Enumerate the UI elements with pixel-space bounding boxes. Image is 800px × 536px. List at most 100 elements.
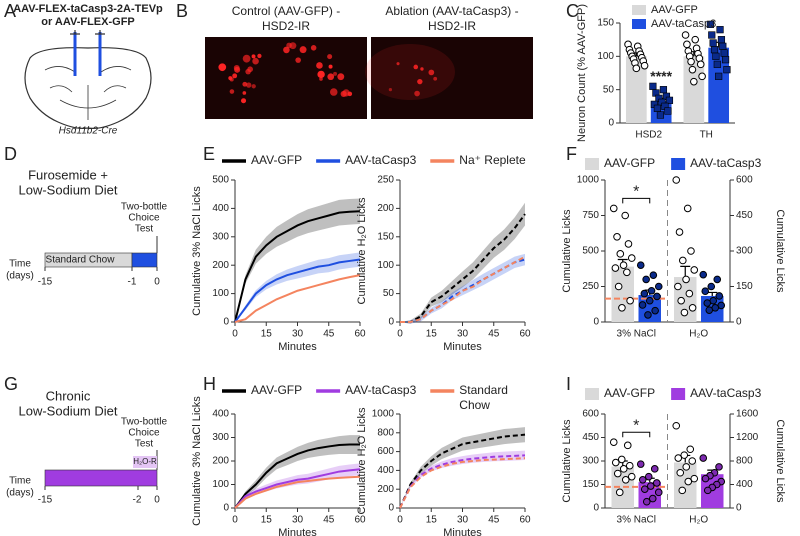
y-tick-label: 100: [597, 51, 614, 62]
legend-label: AAV-taCasp3: [345, 383, 416, 397]
y2-tick-label: 800: [736, 456, 753, 467]
cell: [234, 66, 241, 73]
y-tick-label: 500: [212, 175, 229, 186]
timeline-axis-label: (days): [6, 271, 34, 282]
cell: [240, 98, 247, 104]
y-tick-label: 450: [582, 432, 599, 443]
image-caption: HSD2-IR: [428, 19, 476, 33]
timeline-tick-label: -15: [38, 277, 53, 288]
data-point: [715, 463, 723, 471]
legend-label: AAV-taCasp3: [345, 153, 416, 167]
data-point: [695, 54, 704, 63]
data-point: [715, 72, 723, 80]
image-caption: HSD2-IR: [262, 19, 310, 33]
x-axis-label: Minutes: [443, 527, 482, 536]
cell: [316, 62, 323, 69]
bar: [625, 56, 647, 124]
y-tick-label: 50: [603, 84, 615, 95]
cell: [414, 90, 420, 97]
significance-label: ****: [650, 68, 672, 84]
y-tick-label: 150: [377, 231, 394, 242]
data-point: [703, 299, 712, 307]
cell: [333, 71, 338, 76]
data-point: [690, 266, 699, 274]
cell: [289, 42, 297, 50]
data-point: [688, 304, 697, 312]
x-tick-label: 60: [354, 515, 366, 526]
data-point: [609, 438, 618, 447]
data-point: [650, 465, 659, 473]
data-point: [675, 228, 684, 236]
data-point: [678, 486, 687, 495]
data-point: [716, 26, 724, 34]
x-tick-label: HSD2: [635, 130, 662, 141]
data-point: [677, 296, 685, 305]
panel-label: F: [566, 144, 577, 164]
y-axis-label: Cumulative H₂O Licks: [356, 197, 368, 304]
data-point: [680, 451, 689, 459]
timeline-segment: [131, 252, 158, 268]
data-point: [674, 454, 683, 462]
legend-swatch: [671, 158, 686, 170]
data-point: [687, 57, 695, 66]
cell: [247, 66, 253, 73]
timeline-ticks: [44, 486, 158, 490]
y2-axis-label: Cumulative Licks: [774, 209, 786, 293]
panel-label: I: [566, 374, 571, 394]
data-point: [626, 296, 634, 305]
x-tick-label: 30: [292, 515, 304, 526]
data-point: [672, 176, 681, 184]
data-point: [676, 468, 685, 477]
y-tick-label: 400: [212, 203, 229, 214]
y2-axis-label: Cumulative Licks: [774, 419, 786, 503]
cell: [428, 69, 435, 76]
data-point: [609, 204, 618, 213]
condition-title: Chronic: [46, 388, 91, 403]
y-tick-label: 250: [377, 175, 394, 186]
cell: [299, 46, 307, 54]
data-point: [646, 482, 655, 490]
series-line: [234, 475, 361, 509]
data-point: [644, 472, 653, 481]
data-point: [649, 271, 658, 279]
x-tick-label: 60: [519, 515, 531, 526]
y2-tick-label: 600: [736, 175, 753, 186]
legend-label: AAV-GFP: [251, 383, 302, 397]
data-point: [642, 497, 651, 506]
series-line: [234, 274, 361, 323]
cell: [413, 64, 419, 70]
cell: [283, 46, 290, 54]
x-tick-label: 15: [426, 329, 438, 340]
data-point: [691, 35, 700, 44]
cell: [319, 77, 323, 81]
data-point: [708, 31, 716, 39]
data-point: [638, 476, 647, 484]
y-axis-label: Cumulative Licks: [561, 209, 573, 293]
data-point: [656, 111, 665, 119]
bar: [683, 56, 705, 124]
data-point: [645, 296, 654, 305]
data-point: [720, 49, 728, 57]
timeline-segment: [133, 456, 157, 468]
mouse-line: Hsd11b2-Cre: [59, 126, 118, 137]
data-point: [706, 20, 714, 28]
legend-label: AAV-taCasp3: [690, 386, 761, 400]
data-point: [613, 233, 621, 241]
x-tick-label: 15: [261, 329, 273, 340]
y-tick-label: 100: [377, 260, 394, 271]
cell: [417, 78, 423, 85]
data-point: [638, 301, 647, 309]
cell: [317, 70, 325, 79]
x-tick-label: H₂O: [689, 329, 708, 340]
data-point: [621, 476, 630, 484]
y-tick-label: 400: [212, 409, 229, 420]
legend-swatch: [632, 5, 646, 15]
x-tick-label: 45: [323, 515, 335, 526]
x-tick-label: 15: [261, 515, 273, 526]
timeline-tick-label: -15: [38, 495, 53, 506]
data-point: [616, 250, 625, 258]
series-line: [234, 443, 360, 509]
cell: [342, 89, 350, 97]
data-point: [644, 311, 652, 319]
y2-tick-label: 450: [736, 210, 753, 221]
